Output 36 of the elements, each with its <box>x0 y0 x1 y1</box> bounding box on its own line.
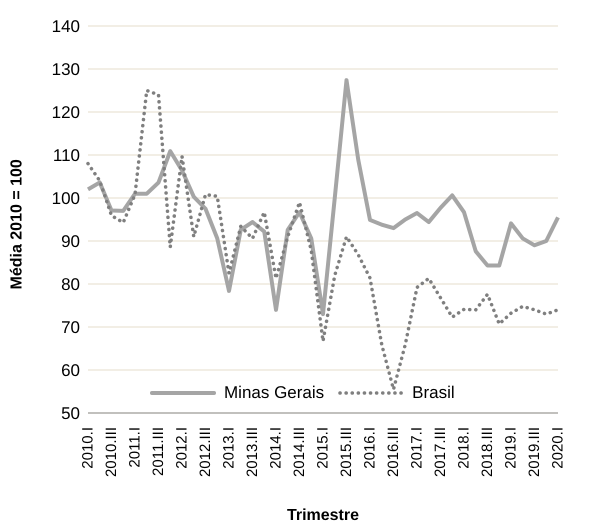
x-tick-label: 2014.I <box>268 427 284 469</box>
y-tick-label: 110 <box>52 146 80 166</box>
x-tick-label: 2019.I <box>502 427 520 469</box>
x-tick-label: 2016.I <box>362 427 378 469</box>
x-tick-label: 2017.I <box>408 427 426 469</box>
x-tick-label: 2013.III <box>244 427 261 478</box>
y-tick-label: 70 <box>61 318 80 338</box>
legend-label: Minas Gerais <box>224 383 324 403</box>
x-tick-label: 2010.I <box>80 427 96 469</box>
y-tick-label: 130 <box>52 60 80 80</box>
x-axis-title: Trimestre <box>286 507 360 524</box>
y-tick-label: 50 <box>61 404 80 424</box>
x-tick-label: 2016.III <box>385 427 402 478</box>
x-tick-label: 2015.III <box>338 427 355 478</box>
line-series <box>86 78 560 316</box>
y-tick-label: 140 <box>52 17 80 36</box>
y-tick-label: 90 <box>61 232 80 252</box>
x-tick-label: 2010.III <box>103 427 120 478</box>
y-tick-label: 100 <box>52 189 80 208</box>
x-tick-label: 2014.III <box>291 427 308 478</box>
x-tick-label: 2017.III <box>432 427 449 478</box>
x-tick-label: 2012.III <box>197 427 214 478</box>
x-tick-label: 2015.I <box>314 427 332 469</box>
y-tick-label: 60 <box>61 361 80 380</box>
x-tick-label: 2019.III <box>526 427 543 478</box>
x-tick-label: 2011.III <box>150 427 167 476</box>
x-tick-label: 2020.I <box>550 427 566 469</box>
y-tick-label: 120 <box>52 103 80 122</box>
y-tick-label: 80 <box>61 275 80 294</box>
x-tick-label: 2018.I <box>456 427 472 469</box>
x-tick-label: 2012.I <box>174 427 190 469</box>
x-tick-label: 2011.I <box>126 427 144 468</box>
legend-label: Brasil <box>412 383 455 403</box>
x-tick-label: 2013.I <box>220 427 238 469</box>
x-tick-label: 2018.III <box>479 427 496 478</box>
y-axis-title: Média 2010 = 100 <box>8 159 26 290</box>
